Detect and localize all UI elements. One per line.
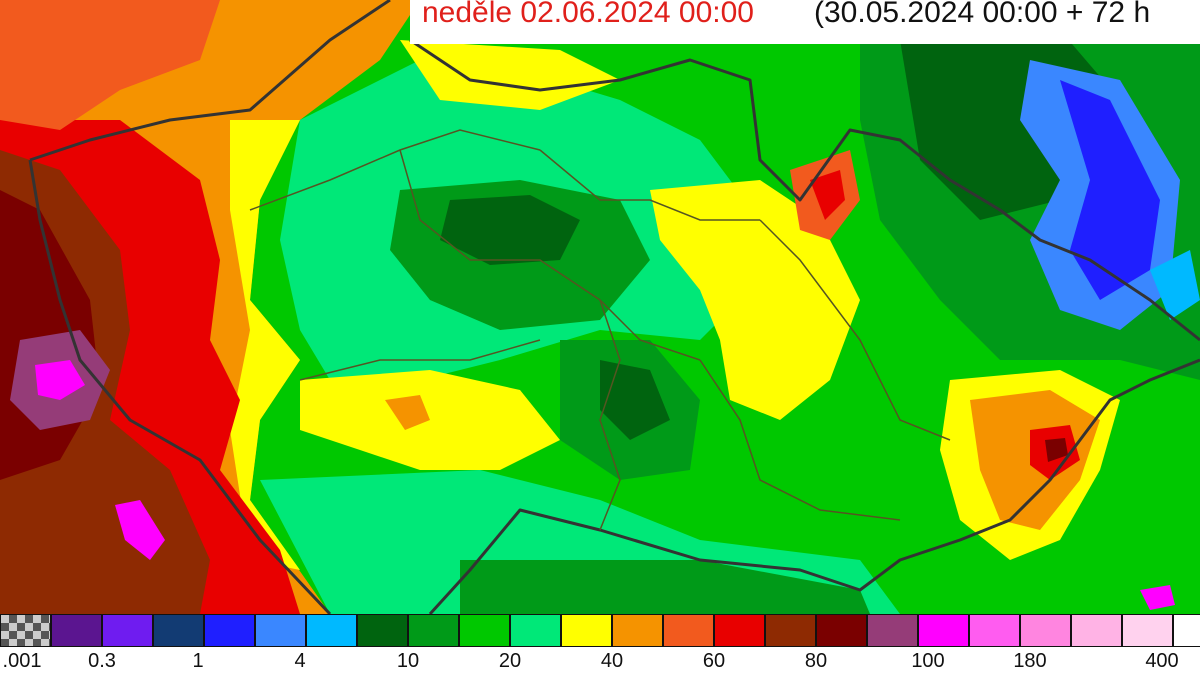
nw-orange-red	[0, 0, 220, 130]
legend-tick-label: 1	[192, 650, 204, 672]
legend-tick-label: 80	[804, 650, 828, 672]
forecast-date-label: neděle 02.06.2024 00:00	[422, 0, 754, 29]
legend-tick-label: 0.3	[88, 650, 116, 672]
east-yellow-band	[650, 180, 860, 420]
legend-swatch-21	[1071, 614, 1122, 647]
legend-tick-label: .001	[2, 650, 42, 672]
legend-swatch-22	[1122, 614, 1173, 647]
east-cyan-spot	[1150, 250, 1200, 320]
center-dark-green	[440, 195, 580, 265]
region-borders	[249, 129, 951, 531]
west-yellow-band	[230, 120, 300, 570]
legend-tick-label: 10	[396, 650, 420, 672]
east-red-spot	[810, 170, 845, 220]
east-darkblue-band	[1060, 80, 1160, 300]
legend-swatch-10	[510, 614, 561, 647]
legend-swatch-19	[969, 614, 1020, 647]
legend-swatch-23	[1173, 614, 1200, 647]
north-yellow	[400, 40, 620, 110]
legend-tick-label: 20	[498, 650, 522, 672]
precipitation-map	[0, 0, 1200, 614]
legend-swatch-13	[663, 614, 714, 647]
legend-swatch-7	[357, 614, 408, 647]
forecast-run-label: (30.05.2024 00:00 + 72 h	[814, 0, 1151, 29]
legend-swatch-20	[1020, 614, 1071, 647]
legend-swatch-15	[765, 614, 816, 647]
legend-swatches	[0, 614, 1200, 648]
legend-swatch-5	[255, 614, 306, 647]
legend-tick-label: 60	[702, 650, 726, 672]
se-darkred-spot	[1045, 438, 1068, 462]
legend-swatch-11	[561, 614, 612, 647]
central-orange-spot	[385, 395, 430, 430]
legend-tick-label: 100	[911, 650, 945, 672]
legend-swatch-8	[408, 614, 459, 647]
forecast-title-box: neděle 02.06.2024 00:00 (30.05.2024 00:0…	[410, 0, 1200, 44]
legend-tick-labels: .001 0.3 1 4 10 20 40 60 80 100 180 400	[0, 650, 1200, 674]
west-magenta-spot	[35, 360, 85, 400]
country-border	[28, 0, 1200, 614]
legend-swatch-9	[459, 614, 510, 647]
legend-swatch-17	[867, 614, 918, 647]
legend-swatch-6	[306, 614, 357, 647]
legend-swatch-16	[816, 614, 867, 647]
legend-swatch-0	[0, 614, 51, 647]
legend-swatch-12	[612, 614, 663, 647]
legend-swatch-1	[51, 614, 102, 647]
legend-swatch-4	[204, 614, 255, 647]
legend-tick-label: 40	[600, 650, 624, 672]
legend-swatch-18	[918, 614, 969, 647]
color-scale-legend: .001 0.3 1 4 10 20 40 60 80 100 180 400	[0, 614, 1200, 674]
se-magenta-spot	[1140, 585, 1175, 610]
legend-tick-label: 400	[1145, 650, 1179, 672]
legend-swatch-2	[102, 614, 153, 647]
legend-tick-label: 4	[294, 650, 306, 672]
sw-magenta-spot	[115, 500, 165, 560]
legend-swatch-14	[714, 614, 765, 647]
legend-swatch-3	[153, 614, 204, 647]
south-green-bottom	[460, 560, 870, 614]
legend-tick-label: 180	[1013, 650, 1047, 672]
south-dark-green	[600, 360, 670, 440]
